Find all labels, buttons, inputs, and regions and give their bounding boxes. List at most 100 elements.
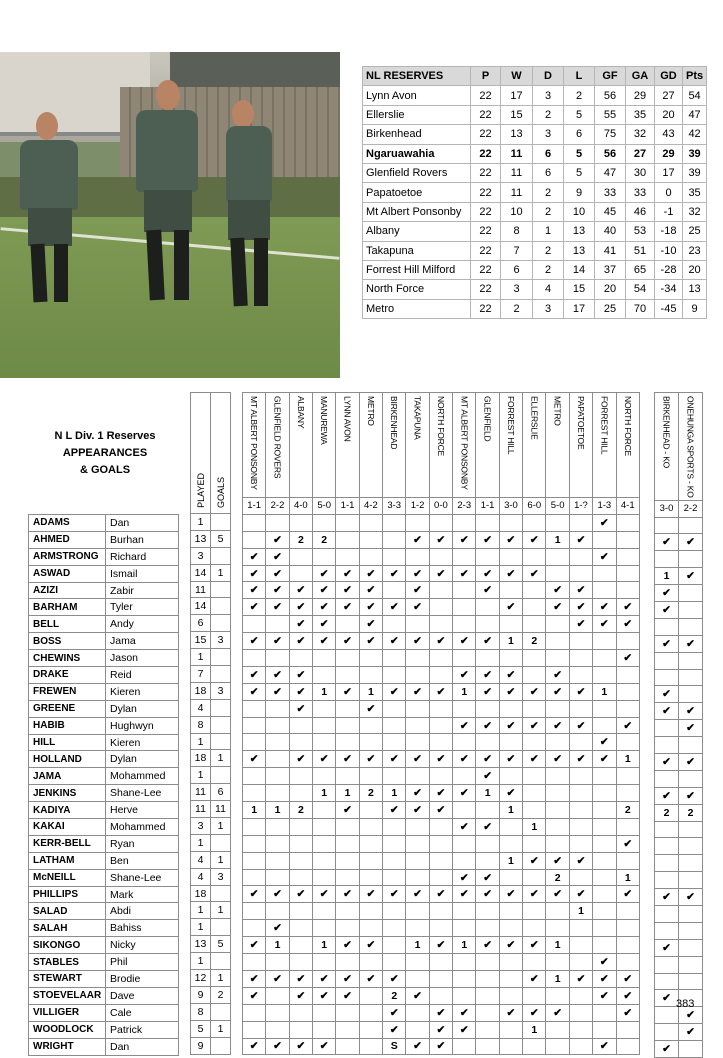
match-cell: ✔ (498, 750, 524, 769)
league-cell: 9 (681, 298, 708, 320)
ko-cell (654, 516, 679, 535)
league-cell: -10 (654, 240, 683, 261)
match-cell (475, 733, 500, 752)
ko-cell: ✔ (654, 989, 679, 1008)
match-cell: ✔ (265, 919, 290, 938)
match-cell: ✔ (428, 750, 454, 769)
match-cell (358, 919, 384, 938)
match-cell: ✔ (241, 564, 267, 583)
match-cell: 1 (358, 682, 384, 701)
match-cell: ✔ (592, 547, 617, 566)
match-cell: ✔ (428, 885, 454, 904)
match-cell (428, 986, 454, 1005)
match-cell: ✔ (452, 750, 477, 769)
league-cell: 17 (654, 162, 683, 184)
match-cell (382, 834, 407, 853)
player-row (654, 837, 703, 856)
player-first-name: Hughwyn (105, 716, 179, 735)
match-cell: ✔ (545, 598, 570, 617)
match-cell: ✔ (405, 885, 430, 904)
player-row: 11 11 (190, 800, 231, 819)
league-cell: 6 (563, 124, 595, 145)
match-score: 4-0 (288, 497, 314, 515)
match-cell (335, 1003, 360, 1022)
league-row: Ngaruawahia 22 11 6 5 56 27 29 39 (362, 143, 708, 164)
match-cell (452, 851, 477, 870)
match-cell: ✔ (335, 581, 360, 600)
match-cell (615, 919, 640, 938)
match-cell: ✔ (312, 885, 337, 904)
league-cell: -45 (654, 298, 683, 320)
match-cell (545, 801, 570, 819)
player-row: 8 (190, 715, 231, 734)
league-cell: 17 (563, 298, 595, 320)
ko-cell: ✔ (654, 786, 679, 805)
league-row: Mt Albert Ponsonby 22 10 2 10 45 46 -1 32 (362, 201, 708, 223)
league-cell: 2 (532, 240, 564, 261)
games-played: 4 (190, 698, 211, 717)
match-cell (312, 767, 337, 786)
games-played: 13 (190, 935, 211, 954)
match-cell (288, 767, 314, 786)
match-cell: ✔ (452, 632, 477, 651)
match-cell (312, 733, 337, 752)
player-row: ✔ ✔ ✔ ✔ ✔ ✔ ✔ (241, 665, 640, 684)
match-cell: ✔ (312, 986, 337, 1005)
match-cell: ✔ (405, 682, 430, 701)
match-cell: ✔ (265, 682, 290, 701)
match-cell (428, 868, 454, 887)
match-cell (498, 902, 524, 921)
match-cell (265, 767, 290, 786)
match-cell: 2 (615, 801, 640, 819)
player-first-name: Bahiss (105, 919, 179, 938)
match-opponent-header: GLENFIELD (475, 392, 500, 498)
match-cell (522, 902, 547, 921)
match-cell (382, 665, 407, 684)
match-opponent-header: FORREST HILL (498, 392, 524, 498)
player-row: ✔ 2 2 ✔ ✔ ✔ ✔ ✔ ✔ 1 ✔ (241, 530, 640, 549)
player-row: 15 3 (190, 631, 231, 650)
player-row: ✔ 1 1 ✔ ✔ 1 ✔ 1 ✔ ✔ ✔ 1 (241, 936, 640, 955)
player-row: ✔ (654, 685, 703, 704)
ko-cell (678, 955, 703, 974)
match-cell: ✔ (592, 513, 617, 532)
player-row: ✔ ✔ ✔ ✔ ✔ ✔ ✔ ✔ ✔ ✔ ✔ 1 2 (241, 632, 640, 651)
match-cell: 1 (545, 936, 570, 955)
league-cell: 7 (500, 240, 533, 261)
games-played: 3 (190, 817, 211, 835)
match-cell: ✔ (498, 564, 524, 583)
match-cell (568, 733, 594, 752)
match-score: 1-1 (335, 497, 360, 515)
match-cell (615, 513, 640, 532)
player-names-table: ADAMS Dan AHMED Burhan ARMSTRONG Richard ASWAD… (28, 514, 179, 1056)
match-cell (288, 716, 314, 735)
player-surname: AZIZI (28, 581, 106, 600)
match-cell: ✔ (288, 682, 314, 701)
league-cell: Ngaruawahia (362, 143, 471, 164)
match-cell (545, 986, 570, 1005)
league-cell: 27 (654, 85, 683, 106)
player-row: ARMSTRONG Richard (28, 547, 179, 566)
player-row: 18 3 (190, 681, 231, 700)
league-cell: 3 (500, 279, 533, 300)
league-cell: 22 (470, 162, 501, 184)
games-played: 11 (190, 580, 211, 599)
league-cell: 20 (681, 259, 708, 281)
match-cell: ✔ (428, 682, 454, 701)
games-played: 1 (190, 833, 211, 852)
match-score: 1-? (568, 497, 594, 515)
match-cell: ✔ (592, 1037, 617, 1056)
match-cell (312, 716, 337, 735)
goals-scored: 1 (210, 817, 231, 835)
match-cell (312, 649, 337, 667)
player-row: ✔ (241, 733, 640, 752)
match-cell (428, 817, 454, 836)
match-cell: 2 (522, 632, 547, 651)
league-cell: Albany (362, 221, 471, 242)
match-cell: ✔ (498, 936, 524, 955)
player-row: BOSS Jama (28, 632, 179, 651)
player-row: ✔ ✔ ✔ (241, 547, 640, 566)
match-cell: ✔ (405, 581, 430, 600)
match-cell: ✔ (335, 885, 360, 904)
